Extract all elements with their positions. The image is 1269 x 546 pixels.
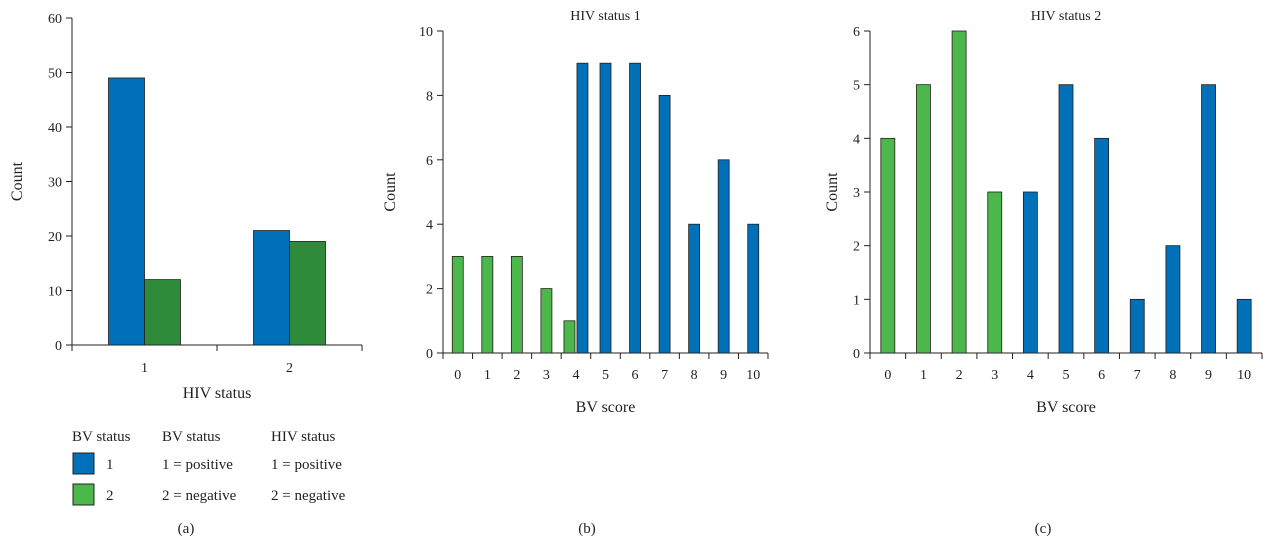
x-tick-label: 1 bbox=[141, 361, 148, 376]
bar-score4-bv1 bbox=[576, 62, 589, 354]
bar-score1-bv2 bbox=[481, 255, 494, 354]
x-axis-label: BV score bbox=[1036, 399, 1096, 416]
panel-label: (a) bbox=[178, 521, 195, 537]
x-tick-label: 8 bbox=[1169, 368, 1176, 383]
y-tick-label: 4 bbox=[853, 132, 860, 147]
legend: BV status 1 2 BV status 1 = positive 2 = nega… bbox=[72, 429, 346, 506]
x-tick-label: 7 bbox=[661, 368, 668, 383]
bar-score6-bv1 bbox=[629, 62, 641, 354]
bar-score8-bv1 bbox=[1165, 245, 1181, 354]
x-tick-label: 5 bbox=[602, 368, 609, 383]
y-tick-label: 0 bbox=[853, 347, 860, 362]
bar-score5-bv1 bbox=[1058, 84, 1074, 354]
x-tick-label: 9 bbox=[1205, 368, 1212, 383]
y-tick-label: 6 bbox=[853, 25, 860, 40]
x-tick-label: 8 bbox=[691, 368, 698, 383]
bar-score3-bv2 bbox=[987, 191, 1003, 354]
bar-hiv1-bv2 bbox=[144, 279, 181, 346]
x-tick-label: 2 bbox=[956, 368, 963, 383]
x-axis-label: HIV status bbox=[183, 385, 252, 402]
legend-entry-label: 1 bbox=[106, 457, 114, 473]
legend-note-heading: BV status bbox=[162, 429, 221, 445]
x-tick-label: 4 bbox=[572, 368, 579, 383]
bar-score7-bv1 bbox=[658, 95, 671, 354]
bar-score10-bv1 bbox=[1236, 298, 1252, 354]
y-tick-label: 6 bbox=[426, 154, 433, 169]
x-tick-label: 6 bbox=[1098, 368, 1105, 383]
y-tick-label: 50 bbox=[48, 67, 62, 82]
y-tick-label: 4 bbox=[426, 218, 433, 233]
bar-hiv2-bv1 bbox=[253, 230, 290, 346]
bar-score7-bv1 bbox=[1129, 298, 1145, 354]
x-tick-label: 1 bbox=[920, 368, 927, 383]
x-tick-label: 1 bbox=[484, 368, 491, 383]
panel-label: (b) bbox=[578, 521, 596, 537]
chart-c: 0 1 2 3 4 5 6 Count HIV status 2 0 1 2 3 4 5 6 7 8 9 10 BV s… bbox=[824, 9, 1263, 537]
bar-score0-bv2 bbox=[880, 137, 896, 354]
y-axis-label: Count bbox=[9, 161, 26, 201]
x-axis-label: BV score bbox=[576, 399, 636, 416]
chart-a: 0 10 20 30 40 50 60 Count 1 2 HIV status (a) BV stat… bbox=[9, 12, 363, 537]
bar-score9-bv1 bbox=[1201, 84, 1216, 354]
x-tick-label: 9 bbox=[720, 368, 727, 383]
y-tick-label: 2 bbox=[853, 240, 860, 255]
bar-score5-bv1 bbox=[599, 62, 612, 354]
y-tick-label: 3 bbox=[853, 186, 860, 201]
x-tick-label: 0 bbox=[454, 368, 461, 383]
legend-entry-label: 2 bbox=[106, 488, 114, 504]
bar-score4-bv2 bbox=[563, 320, 576, 354]
y-tick-label: 5 bbox=[853, 79, 860, 94]
x-tick-label: 10 bbox=[1237, 368, 1251, 383]
bar-score3-bv2 bbox=[540, 288, 553, 354]
bar-score6-bv1 bbox=[1094, 137, 1110, 354]
legend-note-line: 2 = negative bbox=[162, 488, 237, 504]
y-tick-label: 8 bbox=[426, 89, 433, 104]
y-tick-label: 0 bbox=[426, 347, 433, 362]
chart-title: HIV status 2 bbox=[1031, 9, 1102, 24]
bar-score2-bv2 bbox=[510, 255, 523, 354]
y-tick-label: 2 bbox=[426, 283, 433, 298]
legend-note-line: 1 = positive bbox=[271, 457, 342, 473]
y-tick-label: 1 bbox=[853, 293, 860, 308]
y-tick-label: 0 bbox=[55, 339, 62, 354]
y-tick-label: 20 bbox=[48, 230, 62, 245]
x-tick-label: 10 bbox=[746, 368, 760, 383]
legend-note-line: 1 = positive bbox=[162, 457, 233, 473]
legend-swatch-1 bbox=[72, 452, 95, 475]
bar-score4-bv1 bbox=[1022, 191, 1038, 354]
x-tick-label: 2 bbox=[513, 368, 520, 383]
legend-note-line: 2 = negative bbox=[271, 488, 346, 504]
x-tick-label: 3 bbox=[991, 368, 998, 383]
legend-title: BV status bbox=[72, 429, 131, 445]
x-tick-label: 4 bbox=[1027, 368, 1034, 383]
y-tick-label: 10 bbox=[419, 25, 433, 40]
x-tick-label: 3 bbox=[543, 368, 550, 383]
y-tick-label: 30 bbox=[48, 176, 62, 191]
y-axis-label: Count bbox=[824, 172, 841, 212]
legend-note-heading: HIV status bbox=[271, 429, 335, 445]
bar-hiv2-bv2 bbox=[289, 241, 326, 346]
x-tick-label: 6 bbox=[632, 368, 639, 383]
x-tick-label: 0 bbox=[884, 368, 891, 383]
y-tick-label: 10 bbox=[48, 285, 62, 300]
x-tick-label: 5 bbox=[1063, 368, 1070, 383]
panel-label: (c) bbox=[1035, 521, 1052, 537]
bar-score2-bv2 bbox=[951, 30, 967, 354]
bar-score9-bv1 bbox=[717, 159, 730, 354]
x-tick-label: 7 bbox=[1134, 368, 1141, 383]
bar-score10-bv1 bbox=[747, 223, 760, 354]
x-tick-label: 2 bbox=[286, 361, 293, 376]
bar-score1-bv2 bbox=[916, 84, 931, 354]
y-tick-label: 40 bbox=[48, 121, 62, 136]
chart-title: HIV status 1 bbox=[570, 9, 641, 24]
legend-swatch-2 bbox=[72, 483, 95, 506]
bar-hiv1-bv1 bbox=[108, 77, 145, 346]
chart-b: 0 2 4 6 8 10 Count HIV status 1 0 1 2 3 4 5 6 7 8 9 10 BV s… bbox=[382, 9, 769, 537]
y-tick-label: 60 bbox=[48, 12, 62, 27]
y-axis-label: Count bbox=[382, 172, 399, 212]
bar-score8-bv1 bbox=[688, 223, 701, 354]
bar-score0-bv2 bbox=[451, 255, 464, 354]
